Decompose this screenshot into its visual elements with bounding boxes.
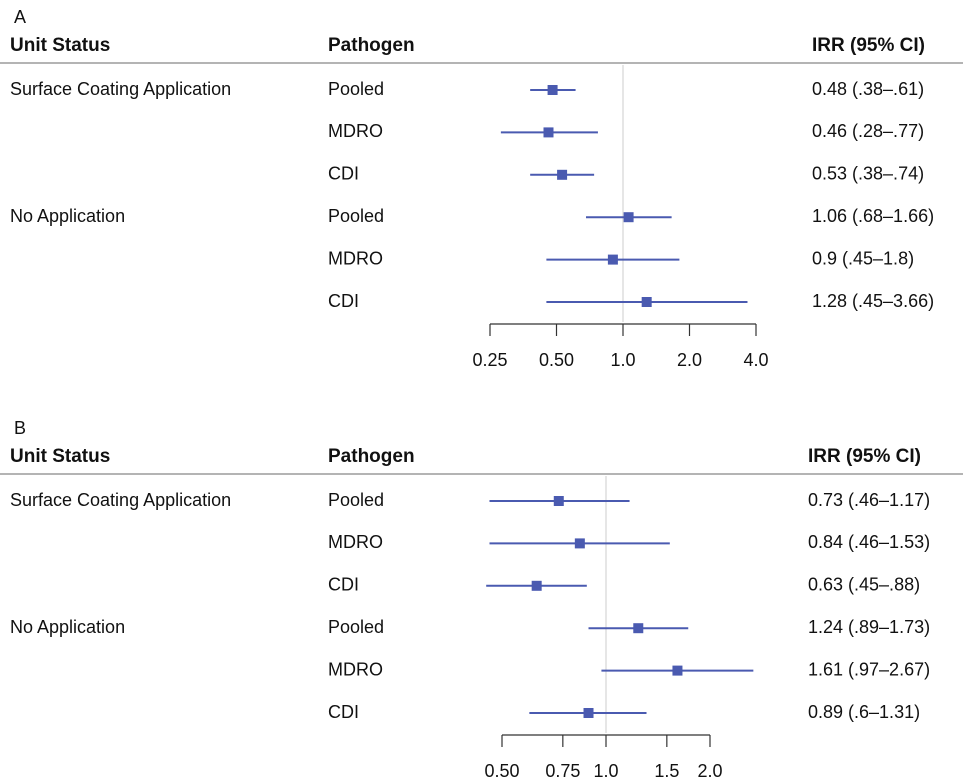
pathogen: MDRO: [328, 121, 383, 141]
irr-label: 1.06 (.68–1.66): [812, 206, 934, 226]
column-header: IRR (95% CI): [808, 446, 921, 467]
irr-label: 0.73 (.46–1.17): [808, 490, 930, 510]
estimate-marker: [583, 708, 594, 718]
pathogen: MDRO: [328, 248, 383, 268]
x-tick-label: 2.0: [697, 761, 722, 781]
estimate-marker: [607, 254, 618, 265]
pathogen: CDI: [328, 291, 359, 311]
pathogen: Pooled: [328, 490, 384, 510]
estimate-marker: [574, 538, 585, 549]
x-tick-label: 0.25: [472, 350, 507, 370]
pathogen: MDRO: [328, 659, 383, 679]
irr-label: 0.53 (.38–.74): [812, 164, 924, 184]
pathogen: Pooled: [328, 79, 384, 99]
pathogen: CDI: [328, 164, 359, 184]
panel-label: A: [14, 7, 26, 27]
estimate-marker: [553, 496, 564, 506]
irr-label: 1.24 (.89–1.73): [808, 617, 930, 637]
irr-label: 1.61 (.97–2.67): [808, 659, 930, 679]
pathogen: CDI: [328, 575, 359, 595]
panel-label: B: [14, 418, 26, 438]
column-header: Unit Status: [10, 446, 110, 467]
x-tick-label: 1.0: [593, 761, 618, 781]
column-header: IRR (95% CI): [812, 35, 925, 56]
irr-label: 0.9 (.45–1.8): [812, 248, 914, 268]
unit-status: No Application: [10, 206, 125, 226]
estimate-marker: [531, 580, 542, 591]
irr-label: 0.84 (.46–1.53): [808, 532, 930, 552]
estimate-marker: [547, 85, 558, 95]
estimate-marker: [543, 127, 554, 138]
x-tick-label: 0.75: [545, 761, 580, 781]
unit-status: Surface Coating Application: [10, 79, 231, 99]
estimate-marker: [633, 623, 644, 634]
irr-label: 0.63 (.45–.88): [808, 575, 920, 595]
unit-status: Surface Coating Application: [10, 490, 231, 510]
x-tick-label: 4.0: [743, 350, 768, 370]
pathogen: Pooled: [328, 617, 384, 637]
column-header: Pathogen: [328, 35, 415, 56]
pathogen: Pooled: [328, 206, 384, 226]
estimate-marker: [623, 212, 634, 223]
x-tick-label: 0.50: [539, 350, 574, 370]
column-header: Pathogen: [328, 446, 415, 467]
x-tick-label: 0.50: [484, 761, 519, 781]
pathogen: MDRO: [328, 532, 383, 552]
estimate-marker: [557, 169, 568, 180]
unit-status: No Application: [10, 617, 125, 637]
pathogen: CDI: [328, 702, 359, 722]
estimate-marker: [672, 665, 683, 676]
x-tick-label: 1.0: [610, 350, 635, 370]
irr-label: 0.46 (.28–.77): [812, 121, 924, 141]
x-tick-label: 2.0: [677, 350, 702, 370]
column-header: Unit Status: [10, 35, 110, 56]
x-tick-label: 1.5: [654, 761, 679, 781]
irr-label: 0.89 (.6–1.31): [808, 702, 920, 722]
irr-label: 0.48 (.38–.61): [812, 79, 924, 99]
irr-label: 1.28 (.45–3.66): [812, 291, 934, 311]
estimate-marker: [641, 297, 652, 307]
